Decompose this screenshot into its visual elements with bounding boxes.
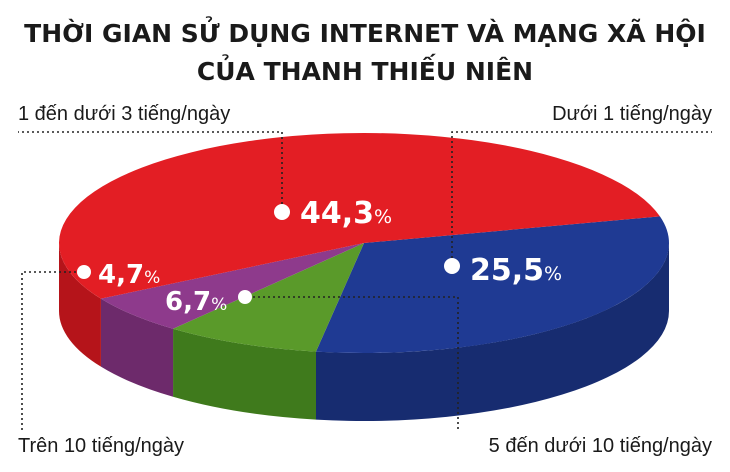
slice-under-1h bbox=[316, 216, 669, 354]
value-number-under-1h: 25,5 bbox=[470, 253, 544, 288]
slice-1-3h bbox=[58, 132, 660, 299]
marker-dot-1-3h bbox=[274, 204, 290, 220]
leader-1-3h bbox=[18, 131, 283, 204]
leader-5-10h bbox=[253, 296, 459, 430]
category-label-under-1h: Dưới 1 tiếng/ngày bbox=[552, 103, 712, 125]
slice-over-10h bbox=[100, 243, 365, 329]
value-label-over-10h: 4,7% bbox=[98, 260, 160, 290]
slice-side-over-10h bbox=[100, 298, 174, 397]
slice-side-5-10h bbox=[173, 328, 317, 420]
value-label-5-10h: 6,7% bbox=[165, 287, 227, 317]
leader-under-1h bbox=[451, 131, 712, 258]
value-number-5-10h: 6,7 bbox=[165, 287, 211, 317]
value-label-under-1h: 25,5% bbox=[470, 253, 562, 288]
category-label-over-10h: Trên 10 tiếng/ngày bbox=[18, 435, 184, 457]
value-number-1-3h: 44,3 bbox=[300, 196, 374, 231]
chart-title-line1: THỜI GIAN SỬ DỤNG INTERNET VÀ MẠNG XÃ HỘ… bbox=[24, 15, 706, 48]
chart-title-line2: CỦA THANH THIẾU NIÊN bbox=[197, 53, 533, 86]
slice-side-1-3h bbox=[58, 243, 101, 367]
value-number-over-10h: 4,7 bbox=[98, 260, 144, 290]
category-label-1-3h: 1 đến dưới 3 tiếng/ngày bbox=[18, 103, 230, 125]
value-label-1-3h: 44,3% bbox=[300, 196, 392, 231]
marker-dot-under-1h bbox=[444, 258, 460, 274]
value-percent-over-10h: % bbox=[144, 268, 160, 288]
category-label-5-10h: 5 đến dưới 10 tiếng/ngày bbox=[489, 435, 712, 457]
marker-dot-over-10h bbox=[77, 265, 91, 279]
value-percent-under-1h: % bbox=[544, 263, 562, 285]
value-percent-5-10h: % bbox=[211, 295, 227, 315]
marker-dot-5-10h bbox=[238, 290, 252, 304]
slice-side-under-1h bbox=[316, 243, 669, 421]
value-percent-1-3h: % bbox=[374, 206, 392, 228]
